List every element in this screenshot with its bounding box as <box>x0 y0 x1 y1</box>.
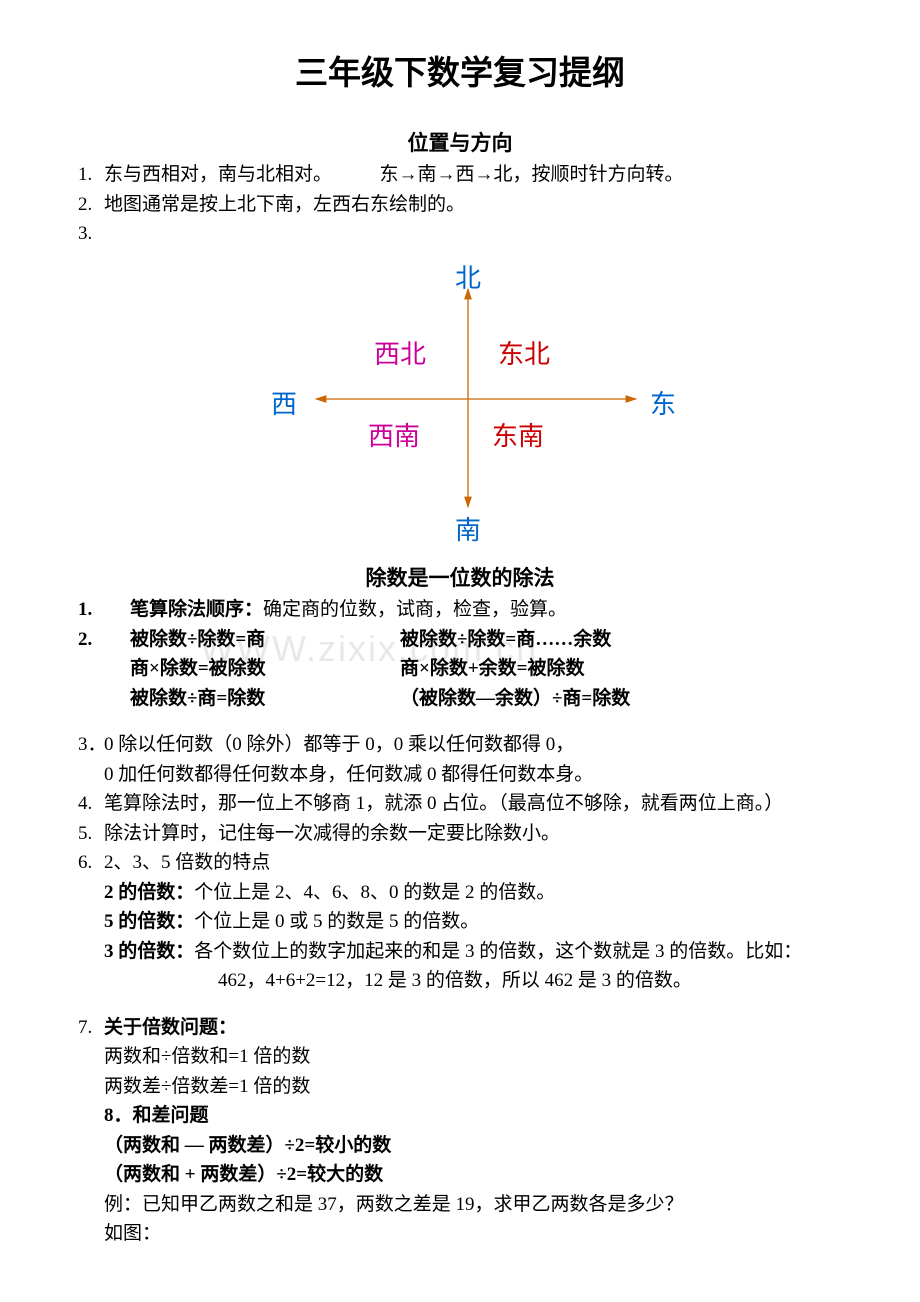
s2-item8-ex: 例：已知甲乙两数之和是 37，两数之差是 19，求甲乙两数各是多少？ <box>78 1191 842 1220</box>
s2-item7-head: 关于倍数问题： <box>104 1014 842 1043</box>
dir-nw: 西北 <box>374 335 426 374</box>
num-5: 5. <box>78 820 104 849</box>
f-r3c2: （被除数—余数）÷商=除数 <box>400 685 842 714</box>
section2-heading: 除数是一位数的除法 <box>78 563 842 595</box>
s2-item6: 6. 2、3、5 倍数的特点 <box>78 849 842 878</box>
f-r1c2: 被除数÷除数=商……余数 <box>400 626 842 655</box>
s2-item8-l1: （两数和 — 两数差）÷2=较小的数 <box>78 1132 842 1161</box>
dir-sw: 西南 <box>368 417 420 456</box>
compass-arrows-svg <box>248 259 688 539</box>
f-r2c2: 商×除数+余数=被除数 <box>400 655 842 684</box>
s2-item6-3-l2: 462，4+6+2=12，12 是 3 的倍数，所以 462 是 3 的倍数。 <box>78 967 842 996</box>
s1-item1-text: 东与西相对，南与北相对。 东→南→西→北，按顺时针方向转。 <box>104 161 842 190</box>
s2-item6-2: 2 的倍数：个位上是 2、4、6、8、0 的数是 2 的倍数。 <box>78 879 842 908</box>
s2-item6-2-text: 个位上是 2、4、6、8、0 的数是 2 的倍数。 <box>194 882 555 903</box>
s2-item7-l2: 两数差÷倍数差=1 倍的数 <box>78 1073 842 1102</box>
s2-item1: 1. 笔算除法顺序：确定商的位数，试商，检查，验算。 <box>78 596 842 625</box>
s2-item6-3: 3 的倍数：各个数位上的数字加起来的和是 3 的倍数，这个数就是 3 的倍数。比… <box>78 938 842 967</box>
s2-item6-head: 2、3、5 倍数的特点 <box>104 849 842 878</box>
num-1: 1. <box>78 161 104 190</box>
s2-item7: 7. 关于倍数问题： <box>78 1014 842 1043</box>
section1-heading: 位置与方向 <box>78 128 842 160</box>
s2-item3: 3． 0 除以任何数（0 除外）都等于 0，0 乘以任何数都得 0， <box>78 731 842 760</box>
s2-item3-l1: 0 除以任何数（0 除外）都等于 0，0 乘以任何数都得 0， <box>104 731 842 760</box>
page-title: 三年级下数学复习提纲 <box>78 50 842 100</box>
s2-item6-5-text: 个位上是 0 或 5 的数是 5 的倍数。 <box>194 911 479 932</box>
s1-item3: 3. <box>78 220 842 249</box>
s2-item6-2-label: 2 的倍数： <box>104 882 194 903</box>
f-r2c1: 商×除数=被除数 <box>130 655 400 684</box>
s2-item6-3-label: 3 的倍数： <box>104 941 194 962</box>
s2-item6-5: 5 的倍数：个位上是 0 或 5 的数是 5 的倍数。 <box>78 908 842 937</box>
s2-item2-r3: 被除数÷商=除数 （被除数—余数）÷商=除数 <box>78 685 842 714</box>
s1-item2-text: 地图通常是按上北下南，左西右东绘制的。 <box>104 191 842 220</box>
num-b1: 1. <box>78 596 130 625</box>
s2-item4-text: 笔算除法时，那一位上不够商 1，就添 0 占位。（最高位不够除，就看两位上商。） <box>104 790 842 819</box>
dir-south: 南 <box>455 511 481 550</box>
s2-item2-r2: 商×除数=被除数 商×除数+余数=被除数 <box>78 655 842 684</box>
f-r3c1: 被除数÷商=除数 <box>130 685 400 714</box>
s2-item4: 4. 笔算除法时，那一位上不够商 1，就添 0 占位。（最高位不够除，就看两位上… <box>78 790 842 819</box>
s2-item6-5-label: 5 的倍数： <box>104 911 194 932</box>
s2-item2-r1: 2. 被除数÷除数=商 被除数÷除数=商……余数 <box>78 626 842 655</box>
dir-ne: 东北 <box>498 335 550 374</box>
s1-item1: 1. 东与西相对，南与北相对。 东→南→西→北，按顺时针方向转。 <box>78 161 842 190</box>
num-6: 6. <box>78 849 104 878</box>
dir-west: 西 <box>271 385 297 424</box>
s2-item8-l2: （两数和 + 两数差）÷2=较大的数 <box>78 1161 842 1190</box>
num-b2: 2. <box>78 626 130 655</box>
s2-item6-3-text: 各个数位上的数字加起来的和是 3 的倍数，这个数就是 3 的倍数。比如： <box>194 941 802 962</box>
s2-item7-l1: 两数和÷倍数和=1 倍的数 <box>78 1043 842 1072</box>
formula-row-2: 商×除数=被除数 商×除数+余数=被除数 <box>130 655 842 684</box>
f-r1c1: 被除数÷除数=商 <box>130 626 400 655</box>
s2-item1-content: 笔算除法顺序：确定商的位数，试商，检查，验算。 <box>130 596 842 625</box>
dir-se: 东南 <box>492 417 544 456</box>
num-3: 3． <box>78 731 104 760</box>
s2-item8-head: 8．和差问题 <box>78 1102 842 1131</box>
s1-item2: 2. 地图通常是按上北下南，左西右东绘制的。 <box>78 191 842 220</box>
formula-row-3: 被除数÷商=除数 （被除数—余数）÷商=除数 <box>130 685 842 714</box>
dir-east: 东 <box>650 385 676 424</box>
s2-item8-fig: 如图： <box>78 1220 842 1249</box>
s2-item5: 5. 除法计算时，记住每一次减得的余数一定要比除数小。 <box>78 820 842 849</box>
compass-diagram: 北 南 西 东 西北 东北 西南 东南 <box>78 259 842 539</box>
s2-item3-l2: 0 加任何数都得任何数本身，任何数减 0 都得任何数本身。 <box>78 761 842 790</box>
s2-item1-text: 确定商的位数，试商，检查，验算。 <box>263 599 567 620</box>
num-7: 7. <box>78 1014 104 1043</box>
num-4: 4. <box>78 790 104 819</box>
s2-item5-text: 除法计算时，记住每一次减得的余数一定要比除数小。 <box>104 820 842 849</box>
s2-item1-label: 笔算除法顺序： <box>130 599 263 620</box>
formula-row-1: 被除数÷除数=商 被除数÷除数=商……余数 <box>130 626 842 655</box>
dir-north: 北 <box>455 259 481 298</box>
num-2: 2. <box>78 191 104 220</box>
